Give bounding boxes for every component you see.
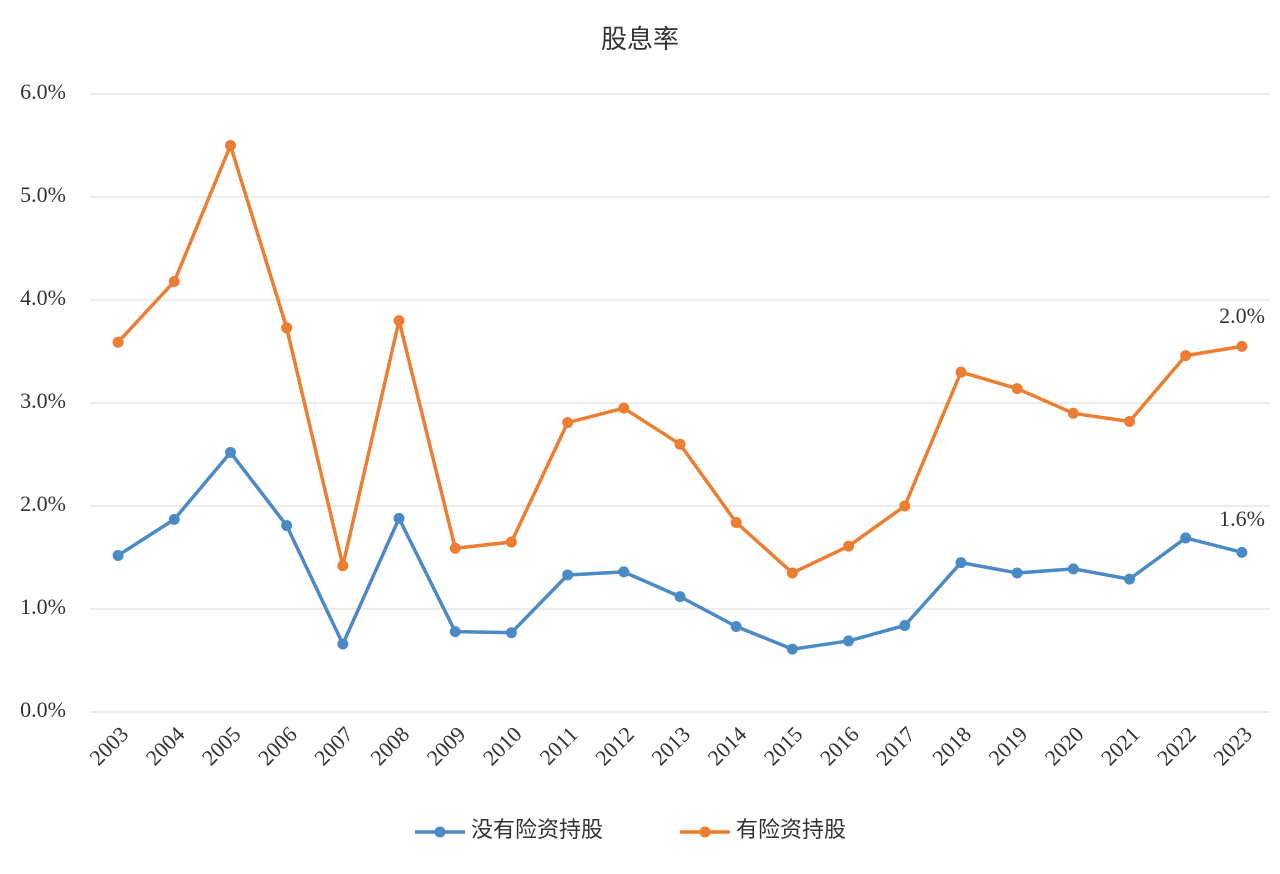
point: [730, 621, 742, 633]
x-tick-label: 2017: [871, 721, 920, 770]
x-tick-label: 2007: [309, 721, 358, 770]
point: [674, 438, 686, 450]
point: [393, 315, 405, 327]
annotation: 1.6%: [1219, 506, 1265, 531]
y-tick-label: 6.0%: [20, 79, 66, 104]
point: [899, 619, 911, 631]
point: [281, 520, 293, 532]
point: [1124, 573, 1136, 585]
point: [618, 402, 630, 414]
point: [449, 626, 461, 638]
point: [899, 500, 911, 512]
point: [505, 627, 517, 639]
point: [1236, 340, 1248, 352]
x-tick-label: 2005: [197, 721, 246, 770]
x-tick-label: 2006: [253, 721, 302, 770]
point: [730, 516, 742, 528]
point: [618, 566, 630, 578]
x-tick-label: 2018: [927, 721, 976, 770]
y-tick-label: 1.0%: [20, 594, 66, 619]
point: [786, 643, 798, 655]
point: [168, 275, 180, 287]
y-tick-label: 3.0%: [20, 388, 66, 413]
x-tick-label: 2021: [1096, 721, 1145, 770]
annotation: 2.0%: [1219, 303, 1265, 328]
x-tick-label: 2015: [759, 721, 808, 770]
point: [224, 446, 236, 458]
x-tick-label: 2019: [983, 721, 1032, 770]
point: [281, 322, 293, 334]
point: [505, 536, 517, 548]
y-tick-label: 2.0%: [20, 491, 66, 516]
legend-marker: [699, 826, 711, 838]
point: [562, 569, 574, 581]
series-line: [116, 143, 1243, 575]
point: [562, 417, 574, 429]
point: [449, 542, 461, 554]
point: [112, 549, 124, 561]
point: [1067, 563, 1079, 575]
point: [1180, 532, 1192, 544]
x-tick-label: 2008: [365, 721, 414, 770]
point: [1124, 416, 1136, 428]
y-tick-label: 5.0%: [20, 182, 66, 207]
point: [1067, 407, 1079, 419]
chart-title: 股息率: [601, 25, 679, 54]
y-tick-label: 0.0%: [20, 697, 66, 722]
x-tick-label: 2022: [1152, 721, 1201, 770]
point: [1180, 350, 1192, 362]
point: [843, 635, 855, 647]
x-tick-label: 2016: [815, 721, 864, 770]
x-tick-label: 2014: [703, 721, 752, 770]
x-tick-label: 2009: [422, 721, 471, 770]
point: [112, 336, 124, 348]
point: [955, 557, 967, 569]
point: [786, 567, 798, 579]
point: [1011, 383, 1023, 395]
point: [393, 512, 405, 524]
x-tick-label: 2013: [646, 721, 695, 770]
point: [224, 140, 236, 151]
x-tick-label: 2023: [1208, 721, 1257, 770]
point: [1011, 567, 1023, 579]
point: [337, 638, 349, 650]
y-tick-label: 4.0%: [20, 285, 66, 310]
point: [1236, 546, 1248, 558]
point: [674, 591, 686, 603]
point: [955, 366, 967, 378]
point: [168, 513, 180, 525]
x-tick-label: 2011: [535, 721, 583, 769]
series-line: [117, 450, 1243, 651]
legend-label: 有险资持股: [736, 817, 846, 842]
legend-marker: [434, 826, 446, 838]
x-tick-label: 2020: [1040, 721, 1089, 770]
point: [337, 560, 349, 572]
x-tick-label: 2012: [590, 721, 639, 770]
x-tick-label: 2010: [478, 721, 527, 770]
x-tick-label: 2003: [84, 721, 133, 770]
point: [843, 540, 855, 552]
x-tick-label: 2004: [141, 721, 190, 770]
legend-label: 没有险资持股: [471, 817, 603, 842]
